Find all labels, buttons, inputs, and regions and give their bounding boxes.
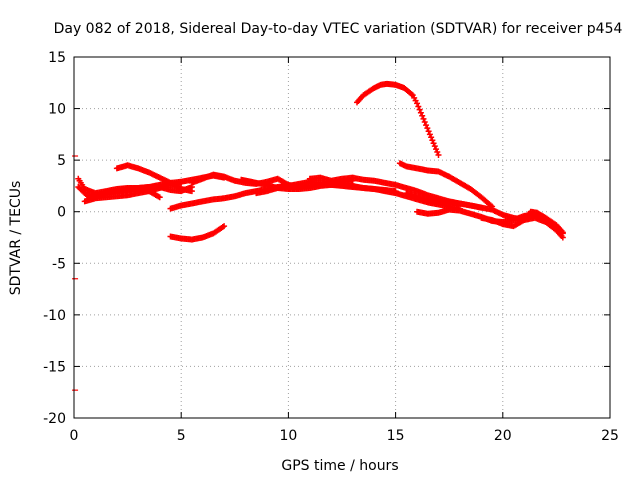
series-arc-16 bbox=[478, 208, 566, 236]
data-point bbox=[415, 103, 422, 110]
data-point bbox=[419, 112, 426, 119]
y-tick-label: 5 bbox=[57, 153, 66, 169]
y-tick-label: 15 bbox=[48, 50, 66, 66]
x-tick-label: 20 bbox=[494, 428, 512, 444]
y-tick-label: 10 bbox=[48, 102, 66, 118]
data-point bbox=[416, 106, 423, 113]
data-point bbox=[408, 91, 415, 98]
data-point bbox=[156, 194, 163, 201]
chart-axes: 0 5 10 15 20 25 -20 -15 -10 -5 0 5 10 15 bbox=[43, 50, 619, 444]
data-point bbox=[414, 100, 421, 107]
data-point bbox=[424, 125, 431, 132]
y-tick-label: -15 bbox=[43, 359, 66, 375]
chart-grid bbox=[74, 57, 610, 418]
data-point bbox=[421, 118, 428, 125]
y-axis-label: SDTVAR / TECUs bbox=[8, 181, 24, 296]
data-point bbox=[188, 188, 195, 195]
data-point bbox=[417, 109, 424, 116]
plot-area-frame bbox=[73, 56, 611, 419]
x-tick-label: 25 bbox=[601, 428, 619, 444]
y-tick-label: -20 bbox=[43, 411, 66, 427]
series-arc-7 bbox=[167, 223, 228, 243]
x-tick-label: 10 bbox=[279, 428, 297, 444]
series-arc-12 bbox=[354, 80, 442, 158]
y-tick-label: -10 bbox=[43, 308, 66, 324]
data-point bbox=[426, 131, 433, 138]
x-tick-label: 0 bbox=[70, 428, 79, 444]
series-arc-13 bbox=[396, 160, 496, 210]
y-tick-label: 0 bbox=[57, 205, 66, 221]
data-point bbox=[559, 229, 566, 236]
data-point bbox=[433, 146, 440, 153]
x-tick-label: 15 bbox=[387, 428, 405, 444]
series-arc-5 bbox=[113, 162, 195, 195]
data-point bbox=[423, 122, 430, 129]
data-point bbox=[428, 134, 435, 141]
chart-series bbox=[72, 80, 566, 391]
data-point bbox=[425, 128, 432, 135]
chart-title: Day 082 of 2018, Sidereal Day-to-day VTE… bbox=[54, 21, 623, 37]
y-tick-label: -5 bbox=[52, 256, 66, 272]
data-point bbox=[429, 137, 436, 144]
data-point bbox=[430, 140, 437, 147]
x-tick-label: 5 bbox=[177, 428, 186, 444]
data-point bbox=[221, 223, 228, 230]
data-point bbox=[434, 149, 441, 156]
data-point bbox=[420, 115, 427, 122]
data-point bbox=[431, 143, 438, 150]
x-axis-label: GPS time / hours bbox=[281, 458, 398, 474]
data-point bbox=[435, 151, 442, 158]
